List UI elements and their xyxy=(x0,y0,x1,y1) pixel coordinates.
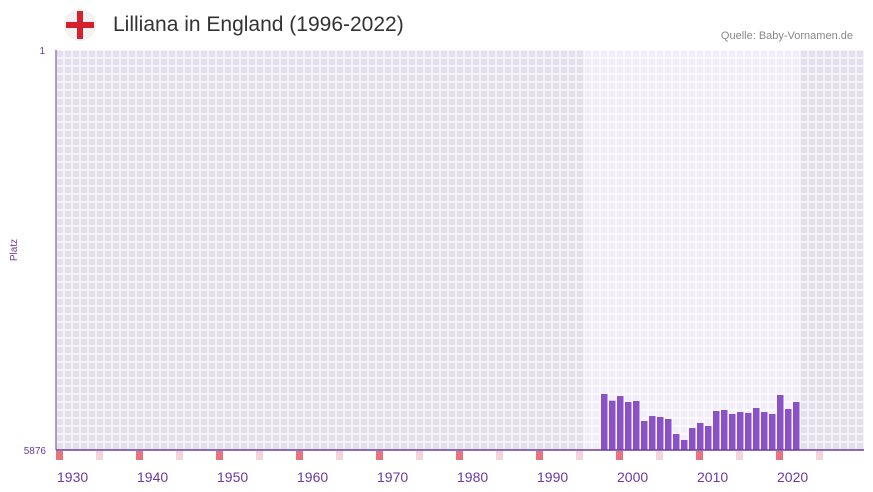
decade-marker xyxy=(376,451,383,460)
decade-marker xyxy=(96,451,103,460)
bar xyxy=(617,396,624,450)
decade-marker xyxy=(616,451,623,460)
x-tick-label: 1990 xyxy=(537,469,568,485)
y-tick-label: 5876 xyxy=(24,446,47,457)
bar xyxy=(761,412,768,450)
bar xyxy=(721,409,728,450)
x-tick-label: 2010 xyxy=(697,469,728,485)
x-tick-label: 1950 xyxy=(217,469,248,485)
bar xyxy=(785,409,792,450)
source-link[interactable]: Quelle: Baby-Vornamen.de xyxy=(720,30,853,42)
bar xyxy=(745,412,752,450)
y-axis-label: Platz xyxy=(9,239,20,261)
bar xyxy=(601,393,608,450)
decade-marker xyxy=(456,451,463,460)
decade-marker xyxy=(696,451,703,460)
bar xyxy=(633,400,640,450)
x-tick-label: 1960 xyxy=(297,469,328,485)
decade-marker xyxy=(176,451,183,460)
chart-title: Lilliana in England (1996-2022) xyxy=(113,13,404,36)
decade-marker xyxy=(816,451,823,460)
y-tick-label: 1 xyxy=(39,46,45,57)
bar xyxy=(625,402,632,450)
decade-marker xyxy=(136,451,143,460)
decade-marker xyxy=(256,451,263,460)
bar xyxy=(641,420,648,450)
bar xyxy=(697,422,704,450)
bar xyxy=(689,428,696,450)
england-flag-icon xyxy=(64,9,96,41)
decade-marker xyxy=(776,451,783,460)
decade-marker xyxy=(336,451,343,460)
bar xyxy=(665,419,672,450)
bar xyxy=(713,410,720,450)
bar xyxy=(649,416,656,450)
decade-marker xyxy=(56,451,63,460)
x-tick-label: 2020 xyxy=(777,469,808,485)
bar xyxy=(737,412,744,450)
decade-marker xyxy=(656,451,663,460)
bar xyxy=(793,402,800,450)
bar xyxy=(681,439,688,450)
bar xyxy=(657,416,664,450)
bar xyxy=(609,400,616,450)
bar xyxy=(729,413,736,450)
x-tick-label: 1930 xyxy=(57,469,88,485)
bar xyxy=(769,413,776,450)
bar xyxy=(777,394,784,450)
decade-marker xyxy=(536,451,543,460)
x-tick-label: 1970 xyxy=(377,469,408,485)
bar xyxy=(753,407,760,450)
decade-marker xyxy=(216,451,223,460)
decade-marker xyxy=(296,451,303,460)
decade-marker xyxy=(496,451,503,460)
decade-marker xyxy=(736,451,743,460)
bar xyxy=(673,434,680,450)
bar xyxy=(705,425,712,450)
x-tick-label: 1980 xyxy=(457,469,488,485)
x-tick-label: 1940 xyxy=(137,469,168,485)
decade-marker xyxy=(416,451,423,460)
x-tick-label: 2000 xyxy=(617,469,648,485)
decade-marker xyxy=(576,451,583,460)
